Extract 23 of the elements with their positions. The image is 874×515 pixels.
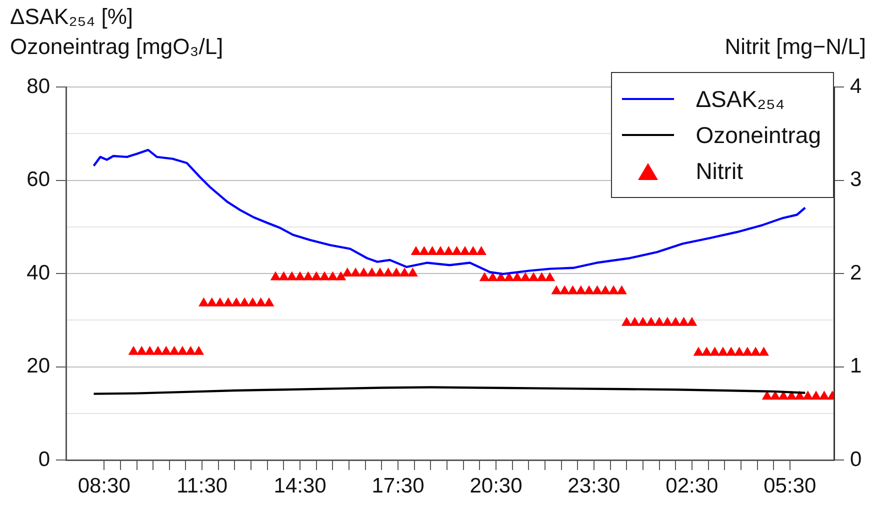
y-tick-label: 80	[26, 74, 50, 98]
y-tick-label: 40	[26, 261, 50, 284]
y2-tick-label: 1	[850, 354, 862, 378]
y2-tick-label: 3	[850, 168, 862, 192]
x-tick-label: 05:30	[764, 474, 816, 498]
legend-label: Ozoneintrag	[696, 122, 821, 148]
y-tick-label: 60	[26, 168, 50, 192]
y-axis-title: ΔSAK₂₅₄ [%] Ozoneintrag [mgO₃/L]	[10, 3, 224, 61]
y2-tick-label: 0	[850, 448, 862, 471]
x-tick-label: 23:30	[568, 474, 620, 498]
legend-label: ΔSAK₂₅₄	[696, 86, 785, 112]
legend-label: Nitrit	[696, 158, 743, 184]
y-tick-label: 20	[26, 354, 50, 378]
y2-tick-label: 2	[850, 261, 862, 284]
x-tick-label: 08:30	[78, 474, 130, 498]
y2-axis-title: Nitrit [mg−N/L]	[724, 33, 866, 61]
x-tick-label: 02:30	[666, 474, 718, 498]
y-tick-label: 0	[38, 448, 50, 471]
x-tick-label: 11:30	[176, 474, 228, 498]
y2-tick-label: 4	[850, 74, 862, 98]
x-tick-label: 14:30	[274, 474, 326, 498]
x-tick-label: 20:30	[470, 474, 522, 498]
x-tick-label: 17:30	[372, 474, 424, 498]
